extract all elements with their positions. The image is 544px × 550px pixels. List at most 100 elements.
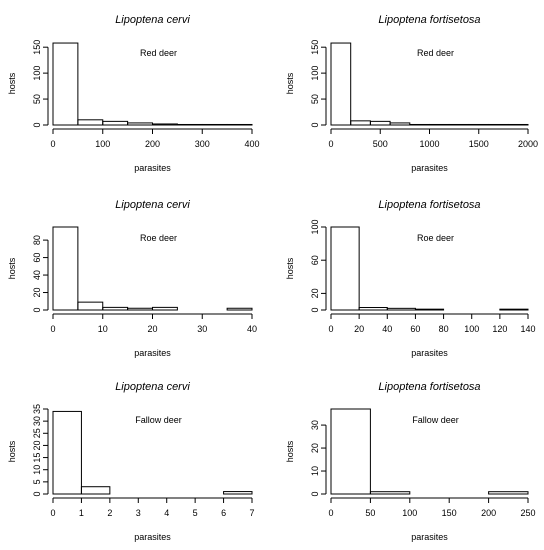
x-tick-label: 40 xyxy=(247,324,257,334)
histogram-bar xyxy=(468,123,490,126)
x-tick-label: 150 xyxy=(442,508,457,518)
x-tick-label: 60 xyxy=(410,324,420,334)
y-tick-label: 0 xyxy=(310,307,320,312)
histogram-panel-1: Lipoptena cervi Red deer 0 100 200 300 400 0 50 1… xyxy=(7,14,260,173)
host-annotation: Roe deer xyxy=(417,233,454,243)
histogram-bar xyxy=(330,408,371,495)
x-tick-label: 2000 xyxy=(518,139,538,149)
y-tick-label: 0 xyxy=(32,491,42,496)
y-tick-label: 20 xyxy=(310,443,320,453)
histogram-bar xyxy=(127,307,153,311)
y-tick-label: 20 xyxy=(310,288,320,298)
x-tick-label: 0 xyxy=(50,139,55,149)
y-tick-label: 35 xyxy=(32,404,42,414)
x-tick-label: 4 xyxy=(164,508,169,518)
histogram-bar xyxy=(152,306,178,311)
x-tick-label: 1500 xyxy=(469,139,489,149)
x-tick-label: 20 xyxy=(354,324,364,334)
y-tick-label: 60 xyxy=(32,253,42,263)
histogram-bar xyxy=(507,123,529,126)
histogram-bar xyxy=(52,410,82,495)
histogram-bar xyxy=(386,307,416,311)
histogram-bar xyxy=(369,120,391,126)
host-annotation: Red deer xyxy=(417,48,454,58)
y-tick-label: 100 xyxy=(32,66,42,81)
y-tick-label: 150 xyxy=(310,40,320,55)
y-tick-label: 5 xyxy=(32,479,42,484)
x-axis-title: parasites xyxy=(411,163,448,173)
x-axis-title: parasites xyxy=(134,532,171,542)
y-axis-title: hosts xyxy=(7,440,17,462)
y-tick-label: 10 xyxy=(310,466,320,476)
x-axis-title: parasites xyxy=(134,348,171,358)
x-tick-label: 3 xyxy=(136,508,141,518)
y-tick-label: 0 xyxy=(310,491,320,496)
y-tick-label: 0 xyxy=(32,122,42,127)
x-tick-label: 7 xyxy=(249,508,254,518)
y-tick-label: 60 xyxy=(310,255,320,265)
x-tick-label: 80 xyxy=(439,324,449,334)
histogram-bar xyxy=(226,123,253,126)
x-tick-label: 100 xyxy=(464,324,479,334)
x-axis-title: parasites xyxy=(134,163,171,173)
x-tick-label: 100 xyxy=(95,139,110,149)
x-tick-label: 6 xyxy=(221,508,226,518)
histogram-panel-5: Lipoptena cervi Fallow deer 0 1 2 3 4 5 6 7 0 5 10 15… xyxy=(7,381,255,542)
histogram-bar xyxy=(369,491,411,495)
y-tick-label: 100 xyxy=(310,66,320,81)
x-tick-label: 0 xyxy=(328,508,333,518)
y-tick-label: 100 xyxy=(310,219,320,234)
histogram-bar xyxy=(102,120,129,126)
histogram-bar xyxy=(77,119,104,126)
histogram-bar xyxy=(499,308,529,311)
host-annotation: Roe deer xyxy=(140,233,177,243)
histogram-bar xyxy=(330,42,352,126)
panel-title: Lipoptena cervi xyxy=(115,381,190,393)
x-tick-label: 400 xyxy=(244,139,259,149)
x-tick-label: 1000 xyxy=(419,139,439,149)
y-axis-title: hosts xyxy=(285,440,295,462)
histogram-bar xyxy=(152,123,178,126)
y-axis-title: hosts xyxy=(285,257,295,279)
y-tick-label: 80 xyxy=(32,235,42,245)
x-tick-label: 1 xyxy=(79,508,84,518)
histogram-panel-4: Lipoptena fortisetosa Roe deer 0 20 40 60 80 10… xyxy=(285,199,536,358)
histogram-bar xyxy=(488,123,509,126)
histogram-bar xyxy=(176,123,203,126)
y-tick-label: 50 xyxy=(310,94,320,104)
y-tick-label: 50 xyxy=(32,94,42,104)
y-tick-label: 30 xyxy=(32,416,42,426)
y-tick-label: 15 xyxy=(32,453,42,463)
x-tick-label: 0 xyxy=(50,508,55,518)
x-tick-label: 2 xyxy=(107,508,112,518)
y-tick-label: 150 xyxy=(32,40,42,55)
x-tick-label: 0 xyxy=(328,324,333,334)
histogram-bar xyxy=(409,123,430,126)
panel-title: Lipoptena fortisetosa xyxy=(378,199,480,211)
x-tick-label: 0 xyxy=(328,139,333,149)
y-tick-label: 25 xyxy=(32,428,42,438)
panel-title: Lipoptena cervi xyxy=(115,199,190,211)
histogram-bar xyxy=(488,491,529,495)
x-tick-label: 200 xyxy=(481,508,496,518)
x-axis-title: parasites xyxy=(411,532,448,542)
y-tick-label: 20 xyxy=(32,288,42,298)
histogram-bar xyxy=(358,307,388,311)
histogram-panel-3: Lipoptena cervi Roe deer 0 10 20 30 40 0 20 40 60 8… xyxy=(7,199,257,358)
histogram-bar xyxy=(330,226,360,311)
y-axis-title: hosts xyxy=(7,72,17,94)
histogram-bar xyxy=(414,308,445,311)
panel-title: Lipoptena fortisetosa xyxy=(378,381,480,393)
y-tick-label: 0 xyxy=(310,122,320,127)
x-tick-label: 140 xyxy=(520,324,535,334)
x-tick-label: 30 xyxy=(197,324,207,334)
x-axis-title: parasites xyxy=(411,348,448,358)
y-tick-label: 30 xyxy=(310,420,320,430)
y-tick-label: 20 xyxy=(32,440,42,450)
x-tick-label: 200 xyxy=(145,139,160,149)
x-tick-label: 20 xyxy=(147,324,157,334)
histogram-bar xyxy=(127,122,153,126)
panel-title: Lipoptena fortisetosa xyxy=(378,14,480,26)
histogram-bar xyxy=(52,42,79,126)
